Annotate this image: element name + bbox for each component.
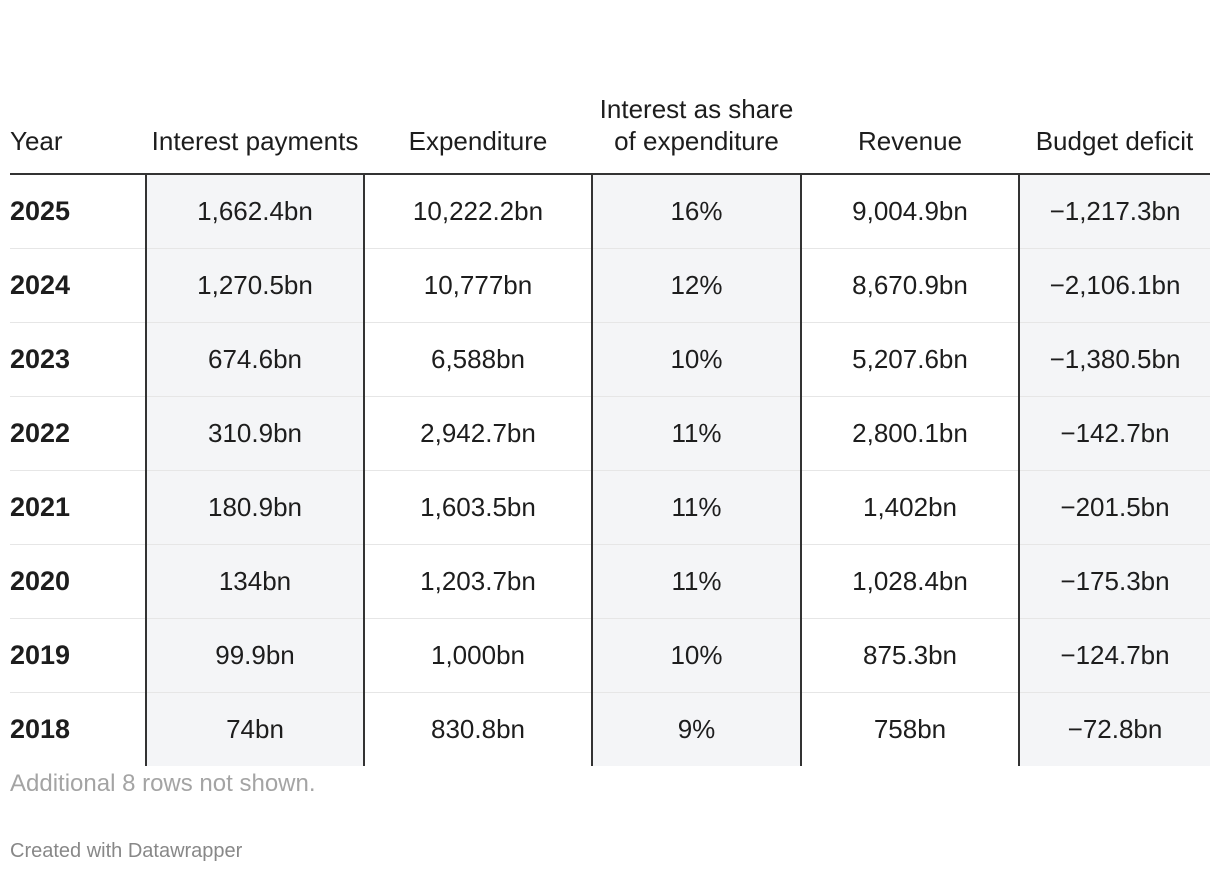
cell-year: 2022 [10,396,146,471]
cell-interest-payments: 74bn [145,692,364,766]
column-header-interest-share[interactable]: Interest as share of expenditure [592,0,801,175]
cell-revenue: 2,800.1bn [800,396,1019,471]
column-header-expenditure[interactable]: Expenditure [364,0,592,175]
cell-interest-share: 10% [591,322,801,397]
cell-revenue: 875.3bn [800,618,1019,693]
cell-year: 2024 [10,248,146,323]
column-header-budget-deficit[interactable]: Budget deficit [1019,0,1210,175]
cell-budget-deficit: −1,217.3bn [1018,174,1210,249]
table-row: 2023 674.6bn 6,588bn 10% 5,207.6bn −1,380.5bn [10,322,1210,397]
data-table-container: Year Interest payments Expenditure Inter… [10,0,1210,766]
cell-budget-deficit: −2,106.1bn [1018,248,1210,323]
table-header-row: Year Interest payments Expenditure Inter… [10,0,1210,175]
cell-interest-share: 11% [591,470,801,545]
cell-year: 2021 [10,470,146,545]
datawrapper-credit: Created with Datawrapper [10,840,243,862]
cell-revenue: 5,207.6bn [800,322,1019,397]
cell-budget-deficit: −1,380.5bn [1018,322,1210,397]
table-row: 2019 99.9bn 1,000bn 10% 875.3bn −124.7bn [10,618,1210,693]
cell-expenditure: 830.8bn [363,692,592,766]
cell-interest-share: 11% [591,544,801,619]
cell-interest-payments: 1,270.5bn [145,248,364,323]
cell-interest-payments: 1,662.4bn [145,174,364,249]
cell-revenue: 758bn [800,692,1019,766]
cell-revenue: 8,670.9bn [800,248,1019,323]
column-header-interest-payments[interactable]: Interest payments [146,0,364,175]
table-row: 2025 1,662.4bn 10,222.2bn 16% 9,004.9bn −1,21… [10,174,1210,249]
table-row: 2018 74bn 830.8bn 9% 758bn −72.8bn [10,692,1210,766]
table-row: 2021 180.9bn 1,603.5bn 11% 1,402bn −201.5bn [10,470,1210,545]
cell-interest-share: 12% [591,248,801,323]
rows-not-shown-note: Additional 8 rows not shown. [10,770,316,797]
column-header-revenue[interactable]: Revenue [801,0,1019,175]
cell-interest-share: 10% [591,618,801,693]
cell-interest-payments: 180.9bn [145,470,364,545]
cell-year: 2019 [10,618,146,693]
cell-year: 2020 [10,544,146,619]
cell-budget-deficit: −72.8bn [1018,692,1210,766]
cell-year: 2025 [10,174,146,249]
cell-revenue: 1,028.4bn [800,544,1019,619]
cell-expenditure: 1,000bn [363,618,592,693]
cell-interest-payments: 134bn [145,544,364,619]
cell-year: 2018 [10,714,71,744]
cell-budget-deficit: −142.7bn [1018,396,1210,471]
cell-budget-deficit: −201.5bn [1018,470,1210,545]
column-header-year[interactable]: Year [10,0,146,175]
table-row: 2022 310.9bn 2,942.7bn 11% 2,800.1bn −142.7bn [10,396,1210,471]
cell-interest-share: 9% [591,692,801,766]
cell-expenditure: 10,222.2bn [363,174,592,249]
cell-budget-deficit: −124.7bn [1018,618,1210,693]
cell-expenditure: 10,777bn [363,248,592,323]
cell-interest-share: 16% [591,174,801,249]
table-body: 2025 1,662.4bn 10,222.2bn 16% 9,004.9bn −1,21… [10,174,1210,766]
cell-expenditure: 2,942.7bn [363,396,592,471]
cell-interest-payments: 99.9bn [145,618,364,693]
cell-expenditure: 1,603.5bn [363,470,592,545]
table-row: 2024 1,270.5bn 10,777bn 12% 8,670.9bn −2,106.… [10,248,1210,323]
cell-revenue: 1,402bn [800,470,1019,545]
cell-interest-payments: 674.6bn [145,322,364,397]
table-row: 2020 134bn 1,203.7bn 11% 1,028.4bn −175.3bn [10,544,1210,619]
cell-interest-payments: 310.9bn [145,396,364,471]
cell-expenditure: 1,203.7bn [363,544,592,619]
cell-revenue: 9,004.9bn [800,174,1019,249]
cell-year: 2023 [10,322,146,397]
cell-budget-deficit: −175.3bn [1018,544,1210,619]
cell-interest-share: 11% [591,396,801,471]
data-table: Year Interest payments Expenditure Inter… [10,0,1210,766]
cell-expenditure: 6,588bn [363,322,592,397]
